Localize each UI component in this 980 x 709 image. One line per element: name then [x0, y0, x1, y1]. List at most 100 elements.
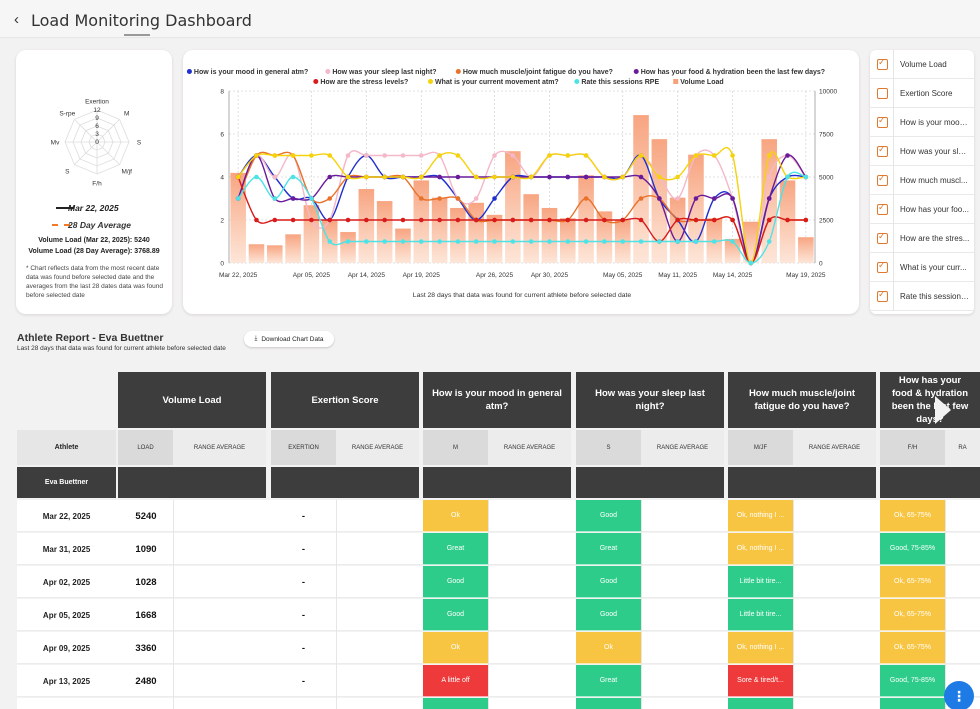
series-toggle-row[interactable]: What is your curr...	[870, 253, 974, 282]
athlete-column-header[interactable]: Athlete	[17, 430, 116, 465]
sub-header-range-average[interactable]: RA	[945, 430, 980, 465]
legend-label: Rate this sessions RPE	[581, 79, 659, 86]
sub-header-value[interactable]: M	[423, 430, 488, 465]
series-point	[437, 153, 442, 158]
sub-header-value[interactable]: M/JF	[728, 430, 793, 465]
series-point	[565, 153, 571, 158]
status-pill: Ok	[423, 632, 488, 664]
legend-swatch	[633, 69, 639, 74]
sub-header-range-average[interactable]: RANGE AVERAGE	[793, 430, 876, 465]
series-point	[620, 174, 626, 180]
series-toggle-checkbox[interactable]	[877, 173, 888, 186]
status-pill: Little bit tire...	[728, 566, 793, 598]
series-point	[638, 153, 644, 158]
legend-label: How is your mood in general atm?	[194, 69, 308, 76]
series-point	[785, 217, 790, 223]
series-toggle-row[interactable]: How much muscl...	[870, 166, 974, 195]
series-point	[290, 153, 296, 158]
sub-header-range-average[interactable]: RANGE AVERAGE	[336, 430, 419, 465]
radar-axis-label: S	[137, 140, 142, 147]
series-point	[547, 174, 552, 180]
volume-load-bar	[376, 201, 393, 263]
status-pill: Good	[576, 599, 641, 631]
series-point	[290, 217, 296, 223]
series-toggle-row[interactable]: How was your slee...	[870, 137, 974, 166]
row-date: Apr 09, 2025	[42, 643, 91, 653]
series-toggle-checkbox[interactable]	[877, 260, 888, 273]
series-toggle-row[interactable]: How has your foo...	[870, 195, 974, 224]
sub-header-range-average[interactable]: RANGE AVERAGE	[488, 430, 571, 465]
series-point	[565, 174, 571, 180]
sub-header-value[interactable]: F/H	[880, 430, 945, 465]
x-tick-label: May 19, 2025	[786, 272, 826, 279]
series-toggle-checkbox[interactable]	[877, 144, 888, 157]
sub-header-value[interactable]: S	[576, 430, 641, 465]
series-point	[510, 239, 516, 244]
radar-avg-legend: 28 Day Average	[68, 220, 132, 230]
series-point	[345, 174, 351, 180]
back-chevron-icon[interactable]: ‹	[14, 11, 19, 28]
series-point	[638, 239, 644, 244]
series-toggle-checkbox[interactable]	[877, 231, 888, 244]
series-point	[583, 196, 589, 201]
series-point	[455, 196, 461, 201]
series-point	[675, 174, 680, 180]
load-value	[120, 698, 172, 709]
row-divider	[893, 195, 894, 224]
legend-swatch	[186, 69, 192, 74]
x-tick-label: Apr 14, 2025	[348, 272, 386, 279]
exertion-value: -	[301, 576, 306, 588]
series-point	[272, 217, 278, 223]
series-toggle-row[interactable]: How is your mood...	[870, 108, 974, 137]
series-point	[364, 217, 369, 223]
series-toggle-checkbox[interactable]	[877, 57, 888, 70]
series-toggle-row[interactable]: How are the stres...	[870, 224, 974, 253]
volume-load-bar	[523, 194, 539, 263]
column-header: How is your mood in general atm?	[423, 372, 571, 428]
series-toggle-checkbox[interactable]	[877, 289, 888, 302]
volume-load-bar	[798, 237, 814, 263]
series-toggle-row[interactable]: Rate this sessions...	[870, 282, 974, 311]
status-pill	[576, 698, 641, 709]
sub-header-value[interactable]: LOAD	[118, 430, 173, 465]
series-point	[437, 217, 442, 223]
series-toggle-checkbox[interactable]	[877, 88, 888, 99]
series-toggle-checkbox[interactable]	[877, 202, 888, 215]
series-point	[748, 260, 754, 266]
download-chart-data-button[interactable]: ⤓ Download Chart Data	[244, 331, 334, 347]
y-tick-left: 2	[220, 218, 224, 225]
scroll-right-arrow-icon[interactable]	[935, 396, 951, 424]
more-options-fab[interactable]: ⋮	[944, 681, 974, 709]
sub-header-range-average[interactable]: RANGE AVERAGE	[173, 430, 266, 465]
series-toggle-label: How are the stres...	[900, 233, 970, 243]
series-point	[547, 217, 552, 223]
radar-axis-label: F/h	[92, 181, 102, 188]
column-header: How was your sleep last night?	[576, 372, 724, 428]
series-point	[473, 196, 479, 201]
status-pill: Good	[423, 599, 488, 631]
series-point	[327, 239, 333, 244]
series-toggle-row[interactable]: Volume Load	[870, 50, 974, 79]
radar-axis-label: M	[124, 111, 129, 118]
load-value: 1090	[135, 543, 157, 555]
volume-load-bar	[669, 197, 686, 263]
series-point	[309, 217, 314, 223]
exertion-value: -	[301, 543, 306, 555]
y-tick-left: 0	[220, 261, 224, 268]
radar-ring-label: 3	[95, 131, 99, 138]
sub-header-value[interactable]: EXERTION	[271, 430, 336, 465]
exertion-value: -	[301, 675, 306, 687]
series-toggle-row[interactable]: Exertion Score	[870, 79, 974, 108]
series-point	[638, 196, 644, 201]
row-date: Apr 02, 2025	[42, 577, 91, 587]
series-toggle-label: How has your foo...	[900, 204, 969, 214]
column-divider	[336, 500, 337, 709]
series-toggle-checkbox[interactable]	[877, 115, 888, 128]
sub-header-range-average[interactable]: RANGE AVERAGE	[641, 430, 724, 465]
series-point	[657, 174, 662, 180]
row-date: Mar 31, 2025	[42, 544, 91, 554]
series-point	[418, 239, 424, 244]
series-point	[803, 217, 809, 223]
volume-load-bar	[596, 211, 613, 263]
y-tick-right: 0	[819, 261, 823, 268]
